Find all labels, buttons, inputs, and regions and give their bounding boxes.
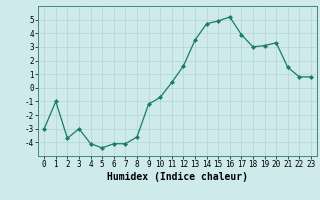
X-axis label: Humidex (Indice chaleur): Humidex (Indice chaleur) bbox=[107, 172, 248, 182]
